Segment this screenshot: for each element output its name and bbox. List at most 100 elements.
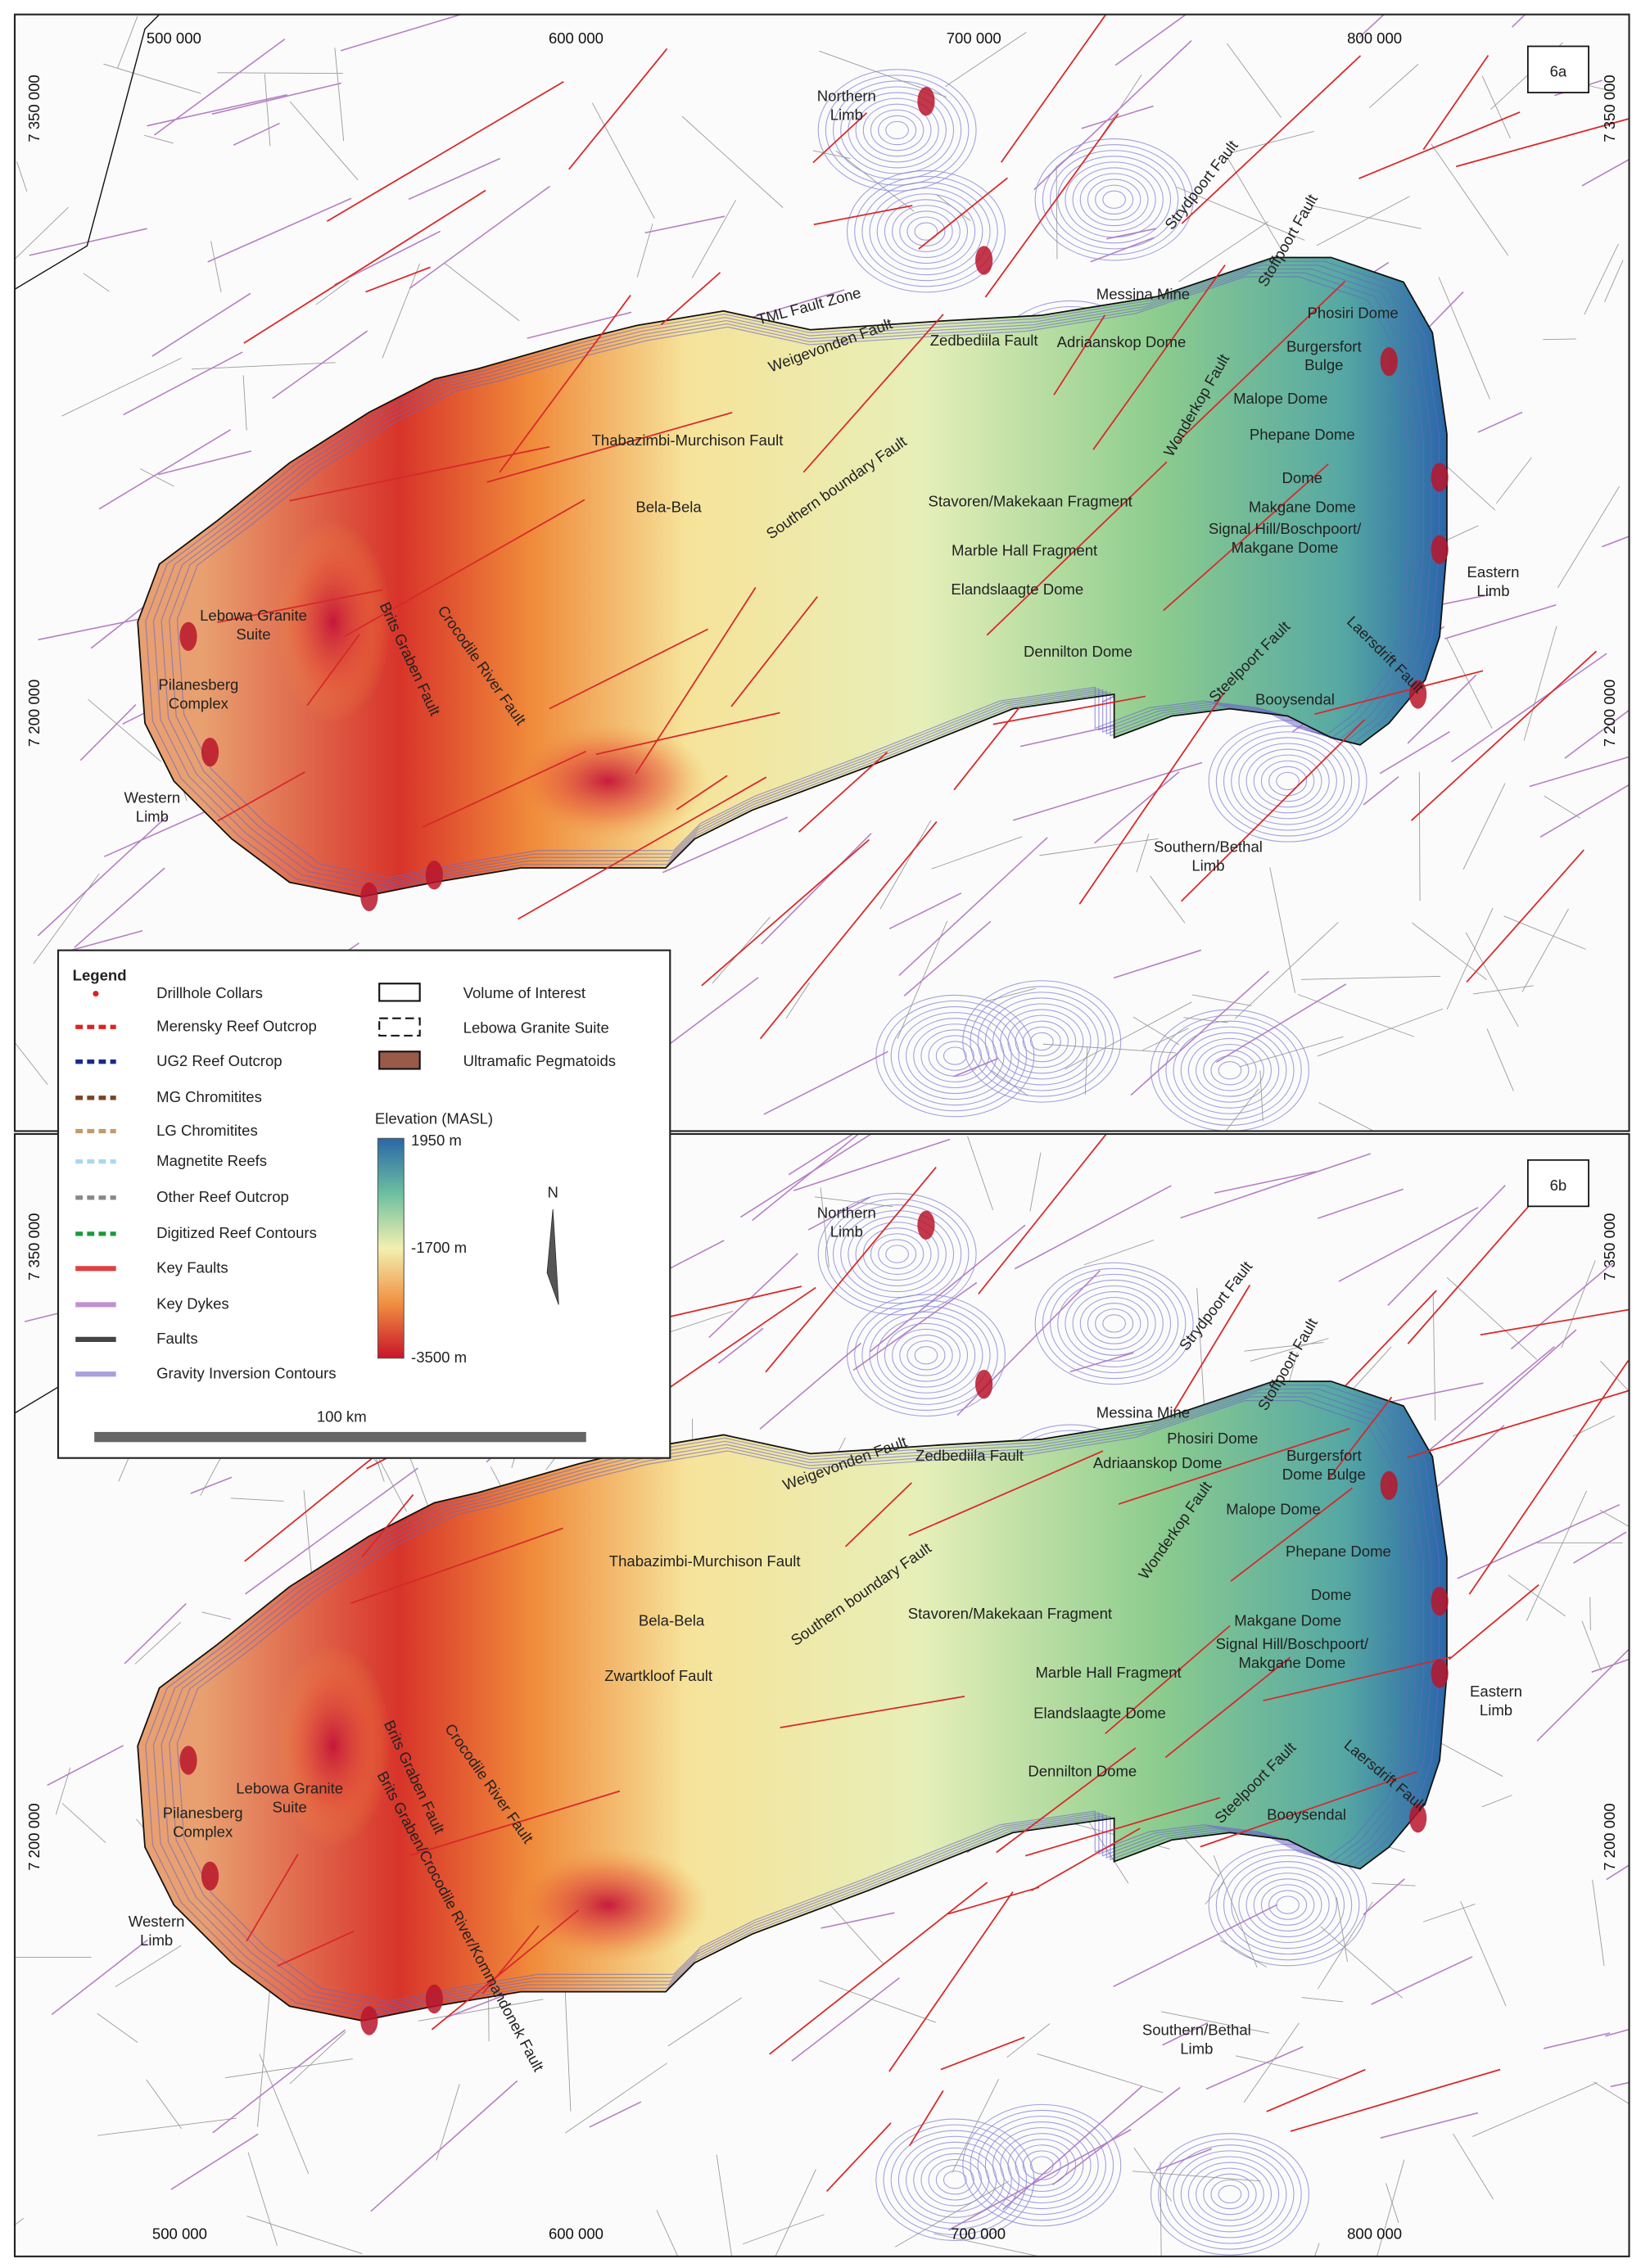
y-coordinate-label: 7 350 000 <box>1601 75 1618 142</box>
place-label: Eastern Limb <box>1470 1683 1522 1719</box>
fault-line <box>97 2117 237 2136</box>
gravity-contour <box>876 1317 976 1394</box>
gravity-contour <box>1150 1009 1309 1132</box>
gravity-contour <box>906 1018 1005 1095</box>
place-label-line: Burgersfort <box>1286 337 1363 355</box>
gravity-contour <box>992 2127 1092 2204</box>
key-fault <box>1448 1584 1539 1660</box>
place-label-line: Northern <box>817 88 876 105</box>
key-fault <box>365 266 431 293</box>
gravity-contour <box>890 1006 1019 1106</box>
fault-line <box>115 1945 182 1987</box>
fault-line <box>1584 243 1619 315</box>
gravity-contour <box>1087 178 1141 221</box>
key-fault <box>1266 2068 1366 2112</box>
dyke-line <box>1113 949 1202 979</box>
fault-line <box>895 2180 1009 2248</box>
fault-line <box>1589 1597 1591 1631</box>
place-label: Adriaanskop Dome <box>1093 1454 1223 1471</box>
dyke-line <box>1114 14 1187 66</box>
x-coordinate-label: 500 000 <box>152 2225 207 2243</box>
fault-line <box>230 1498 284 1502</box>
gravity-contour <box>897 1012 1012 1100</box>
place-label-line: Makgane Dome <box>1238 1654 1345 1671</box>
place-label-line: Elandslaagte Dome <box>951 581 1083 598</box>
key-fault <box>243 189 486 344</box>
gravity-contour <box>1072 167 1156 233</box>
key-fault <box>518 776 767 920</box>
reef-patch <box>425 1984 443 2014</box>
fault-line <box>15 206 69 260</box>
gravity-contour <box>883 2124 1028 2235</box>
place-label: Makgane Dome <box>1234 1612 1341 1629</box>
legend-label: Lebowa Granite Suite <box>463 1019 609 1036</box>
fault-line <box>61 1803 106 1843</box>
dyke-line <box>1536 1647 1630 1742</box>
place-label-line: Zedbediila Fault <box>915 1447 1024 1464</box>
place-label-line: Southern/Bethal <box>1142 2022 1251 2039</box>
gravity-contour <box>899 210 953 252</box>
key-fault <box>277 1930 355 1967</box>
dyke-line <box>1450 1329 1577 1443</box>
reef-patch <box>975 1369 993 1399</box>
fault-line <box>1557 486 1620 588</box>
fault-line <box>1316 196 1410 246</box>
gravity-contour <box>861 1305 991 1405</box>
panel-frame <box>13 13 1630 1132</box>
place-label: Signal Hill/Boschpoort/Makgane Dome <box>1209 520 1362 556</box>
place-label-line: Adriaanskop Dome <box>1057 333 1187 350</box>
key-fault <box>1466 849 1584 983</box>
gravity-contour <box>1029 1032 1054 1051</box>
key-fault <box>1480 1308 1630 1336</box>
gravity-contour <box>962 980 1122 1103</box>
key-fault <box>908 1450 1104 1537</box>
key-fault <box>1164 1656 1291 1759</box>
fault-line <box>55 1767 71 1815</box>
fault-line <box>1561 1260 1596 1349</box>
legend-label: Gravity Inversion Contours <box>156 1365 336 1382</box>
gravity-contour <box>1215 1849 1360 1961</box>
gravity-contour <box>1000 2133 1084 2198</box>
legend-label: Key Dykes <box>156 1295 229 1312</box>
gravity-contour <box>1276 1895 1300 1914</box>
fault-line <box>1042 1043 1176 1054</box>
place-label-line: Limb <box>136 807 169 825</box>
place-label-line: Zedbediila Fault <box>930 332 1039 349</box>
fault-line <box>1481 1795 1512 1808</box>
key-fault <box>326 80 564 223</box>
key-fault <box>798 752 888 833</box>
gravity-contour <box>1079 1297 1149 1350</box>
gravity-contour <box>833 1204 962 1304</box>
key-fault <box>1456 118 1630 168</box>
dyke-line <box>788 1134 855 1176</box>
volume-outline <box>137 1380 1448 2022</box>
gravity-contour <box>1180 2156 1280 2233</box>
gravity-contour <box>1187 1037 1272 1103</box>
key-fault <box>1327 1396 1393 1481</box>
place-label: Southern/Bethal Limb <box>1142 2022 1251 2058</box>
fault-line <box>201 1611 231 1620</box>
dyke-line <box>1407 674 1477 744</box>
place-label-line: Northern <box>817 1204 876 1221</box>
place-label-line: Stavoren/Makekaan Fragment <box>929 492 1133 509</box>
dyke-line <box>739 1134 873 1218</box>
gravity-contour <box>928 2158 982 2201</box>
key-fault <box>1407 1200 1535 1344</box>
reef-patch <box>1408 680 1427 709</box>
key-fault <box>1163 463 1329 612</box>
rim-contour <box>160 1392 1424 2010</box>
dyke-line <box>272 330 368 400</box>
fault-line <box>117 16 138 69</box>
key-fault <box>1118 1427 1350 1505</box>
fault-line <box>1481 75 1511 139</box>
fault-line <box>1083 1240 1155 1266</box>
place-label: Elandslaagte Dome <box>951 581 1083 598</box>
place-label: Zedbediila Fault <box>915 1447 1024 1464</box>
fault-line <box>1368 63 1419 109</box>
place-label: Pilanesberg Complex <box>163 1805 243 1841</box>
place-label: Western Limb <box>129 1913 185 1949</box>
fault-line <box>1029 1152 1042 1212</box>
place-label-line: Signal Hill/Boschpoort/ <box>1216 1635 1369 1652</box>
dyke-line <box>1214 1171 1316 1194</box>
dyke-line <box>1012 761 1203 821</box>
